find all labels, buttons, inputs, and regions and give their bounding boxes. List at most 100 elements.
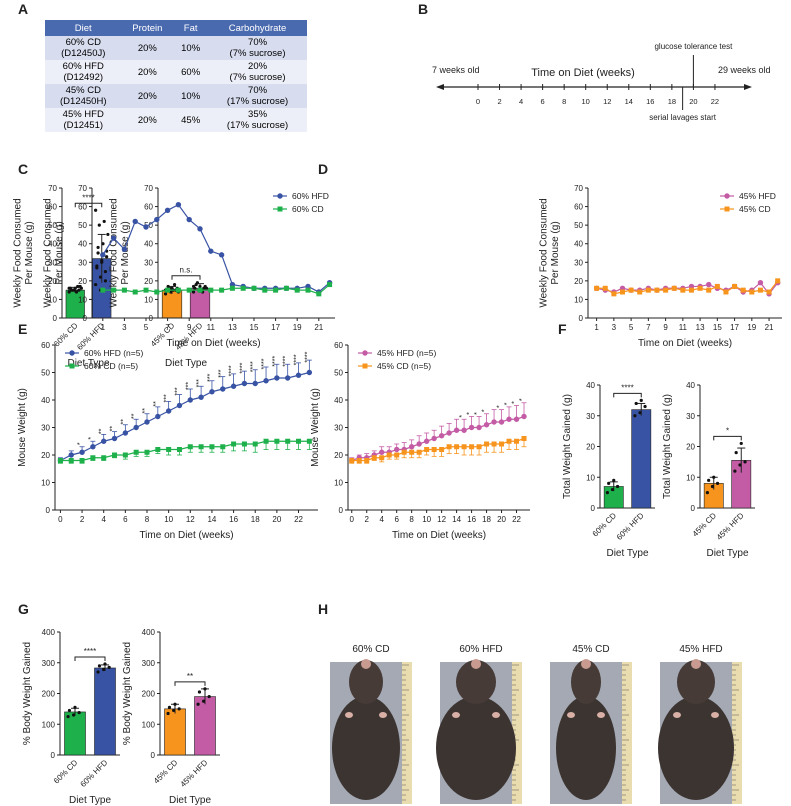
mouse-head [349, 660, 383, 704]
marker [401, 449, 407, 455]
marker [671, 285, 677, 291]
y-tick-label: 40 [48, 240, 57, 249]
x-tick-label: 5 [629, 323, 634, 332]
data-point [105, 255, 109, 259]
marker [386, 452, 392, 458]
y-tick-label: 70 [574, 184, 583, 193]
text-line: Per Mouse (g) [24, 221, 35, 284]
timeline-tick-label: 4 [519, 97, 523, 106]
marker [176, 402, 183, 409]
panel-label: G [18, 601, 29, 617]
marker [186, 216, 192, 223]
marker [285, 438, 291, 444]
x-tick-label: 17 [730, 323, 739, 332]
marker [498, 419, 505, 425]
mouse-head [456, 660, 496, 704]
significance-star: *** [196, 379, 203, 387]
x-tick-label: 15 [250, 323, 259, 332]
marker [121, 246, 128, 252]
marker [283, 285, 289, 291]
marker [144, 449, 150, 455]
text-line: Per Mouse (g) [550, 221, 561, 284]
data-point [96, 670, 100, 674]
marker [506, 416, 512, 422]
ruler [512, 662, 522, 804]
x-tick-label: 22 [294, 515, 303, 524]
data-point [102, 667, 106, 672]
y-tick-label: 200 [42, 690, 56, 699]
x-tick-label: 4 [379, 515, 384, 524]
marker [132, 218, 138, 225]
data-point [167, 705, 172, 709]
y-tick-label: 10 [41, 479, 50, 488]
significance-star: * [459, 415, 466, 418]
data-point [707, 478, 711, 482]
marker [240, 285, 246, 291]
y-axis-label: Weekly Food ConsumedPer Mouse (g) [108, 198, 131, 307]
series-line [351, 437, 525, 462]
table-header: Diet Protein Fat Carbohydrate [45, 20, 307, 36]
marker [438, 433, 445, 439]
y-tick-label: 400 [142, 628, 156, 637]
x-tick-label: 4 [101, 515, 106, 524]
marker [101, 455, 107, 461]
data-point [103, 279, 108, 283]
x-tick-label: 6 [394, 515, 399, 524]
mouse-head [677, 660, 715, 704]
marker [197, 226, 203, 232]
text-line: Weekly Food Consumed [12, 198, 23, 307]
mouse-body [556, 696, 616, 800]
x-axis-label: Time on Diet (weeks) [166, 338, 260, 349]
marker [220, 386, 226, 392]
marker [187, 397, 193, 403]
significance-bracket [74, 202, 103, 208]
y-tick-label: 40 [574, 240, 583, 249]
marker [499, 441, 505, 447]
marker [133, 449, 139, 455]
significance-label: ** [187, 672, 193, 681]
data-point [733, 469, 737, 473]
marker [491, 441, 497, 447]
marker [112, 452, 118, 458]
marker [100, 252, 106, 258]
legend-marker [69, 363, 75, 369]
significance-star: **** [239, 362, 246, 373]
y-tick-label: 60 [144, 203, 153, 212]
data-point [95, 266, 99, 270]
marker [90, 444, 96, 450]
significance-star: **** [283, 356, 290, 367]
marker [521, 413, 527, 420]
table-header-cell: Protein [121, 20, 174, 36]
x-tick-label: 21 [765, 323, 774, 332]
x-tick-label: 3 [122, 323, 127, 332]
marker [294, 287, 300, 293]
table-row: 45% CD (D12450H) 20% 10% 70% (17% sucrose) [45, 84, 307, 108]
x-tick-label: 3 [612, 323, 617, 332]
y-axis-label: % Body Weight Gained [22, 642, 33, 745]
marker [654, 287, 660, 293]
y-tick-label: 40 [334, 396, 343, 405]
marker [219, 287, 225, 293]
mouse-body [658, 696, 734, 800]
significance-star: * [504, 402, 511, 405]
photo-label: 60% HFD [459, 644, 502, 655]
x-axis-label: Time on Diet (weeks) [139, 530, 233, 541]
category-label: 45% CD [152, 758, 180, 786]
marker [164, 207, 171, 213]
data-point [191, 290, 196, 294]
bar [164, 708, 186, 756]
data-point [74, 290, 79, 294]
marker [476, 424, 482, 431]
marker [251, 285, 257, 291]
table-row: 45% HFD (D12451) 20% 45% 35% (17% sucrose) [45, 108, 307, 132]
marker [364, 458, 370, 463]
data-point [605, 491, 609, 495]
data-point [73, 705, 77, 709]
table-row: 60% CD (D12450J) 20% 10% 70% (7% sucrose) [45, 36, 307, 60]
table-header-cell: Carbohydrate [208, 20, 307, 36]
significance-star: **** [250, 361, 257, 372]
marker [349, 458, 355, 463]
marker [252, 380, 258, 387]
marker [284, 375, 291, 381]
marker [439, 447, 445, 452]
